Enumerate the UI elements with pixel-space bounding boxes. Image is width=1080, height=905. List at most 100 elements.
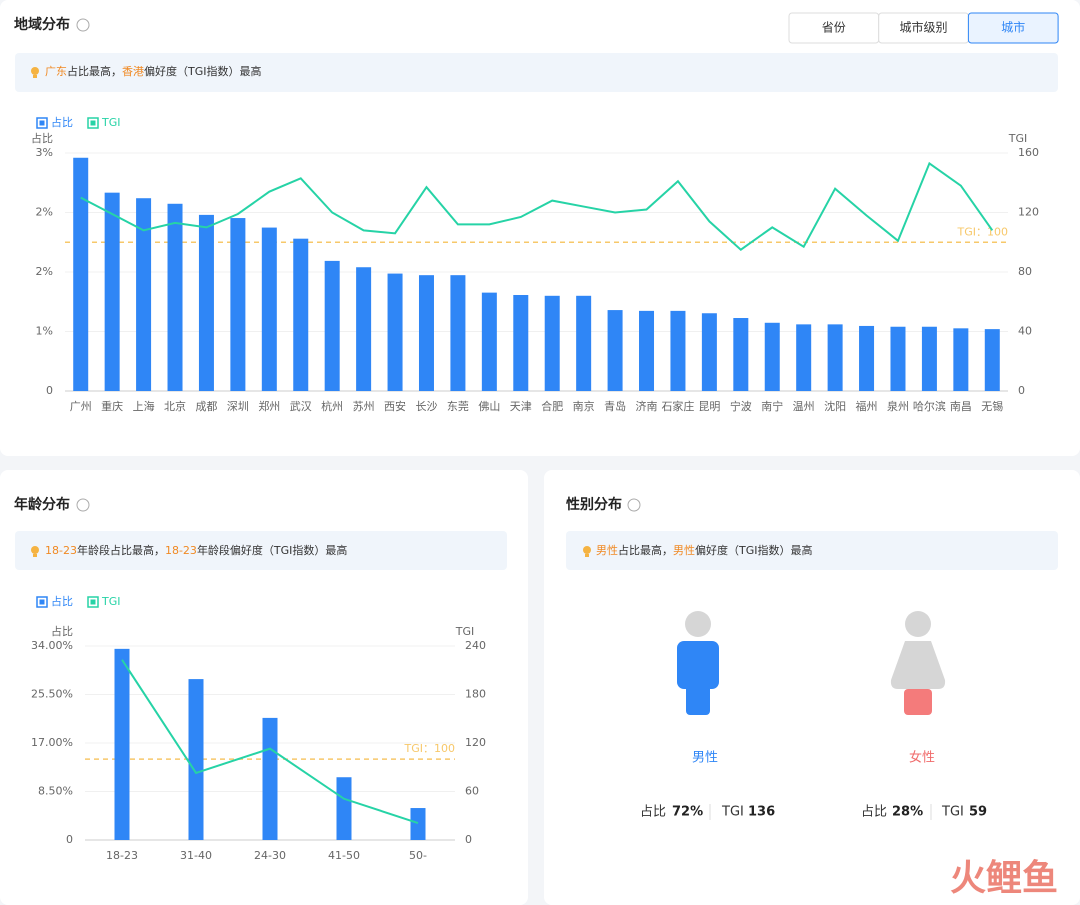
x-tick-label: 上海 <box>133 399 155 413</box>
x-tick-label: 泉州 <box>887 399 909 413</box>
x-tick-label: 南京 <box>573 399 595 413</box>
y-tick-label: 0 <box>66 833 73 846</box>
highlight-part: 占比最高， <box>618 543 673 557</box>
bar <box>796 324 812 391</box>
highlight-box <box>15 53 1058 92</box>
tab-label[interactable]: 省份 <box>822 21 846 35</box>
bar <box>984 329 1000 391</box>
tab[interactable] <box>967 12 1059 44</box>
bar <box>607 310 623 391</box>
x-tick-label: 南昌 <box>950 400 972 413</box>
female-icon <box>890 611 946 715</box>
y2-axis-name: TGI <box>1008 132 1028 145</box>
bar <box>639 310 655 391</box>
bar <box>859 325 875 391</box>
y-tick-label: 0 <box>46 384 53 397</box>
bar <box>890 326 906 391</box>
x-tick-label: 31-40 <box>180 849 212 862</box>
x-tick-label: 杭州 <box>321 399 343 413</box>
legend-label: 占比 <box>51 594 73 608</box>
y-tick-label: 2% <box>36 206 53 219</box>
legend-swatch-fill <box>90 120 96 126</box>
highlight-part: 偏好度（TGI指数）最高 <box>144 64 262 78</box>
bar <box>167 203 183 391</box>
bar <box>73 157 89 391</box>
legend-label: 占比 <box>51 115 73 129</box>
x-tick-label: 哈尔滨 <box>913 399 946 413</box>
highlight-part: 广东 <box>45 65 67 78</box>
x-tick-label: 宁波 <box>730 399 752 413</box>
gender-label: 女性 <box>909 750 935 766</box>
gender-label: 男性 <box>692 751 718 766</box>
reference-label: TGI：100 <box>957 225 1008 238</box>
watermark: 火鲤鱼 <box>950 858 1058 899</box>
y-tick-label: 17.00% <box>31 736 73 749</box>
y-axis-name: 占比 <box>31 131 53 145</box>
legend-label: TGI <box>101 116 121 129</box>
x-tick-label: 福州 <box>856 399 878 413</box>
bar <box>293 238 309 391</box>
bar <box>262 717 278 840</box>
x-tick-label: 温州 <box>793 400 815 413</box>
share-value: 72% <box>672 805 703 820</box>
bar <box>136 198 152 391</box>
x-tick-label: 北京 <box>164 399 186 413</box>
help-icons <box>76 18 641 512</box>
y-tick-label: 2% <box>36 265 53 278</box>
bar <box>356 267 372 391</box>
x-tick-label: 长沙 <box>415 400 437 413</box>
card-title: 性别分布 <box>566 496 622 513</box>
share-value: 28% <box>892 805 923 820</box>
bar <box>410 808 426 840</box>
y2-tick-label: 0 <box>1018 384 1025 397</box>
bar <box>230 218 246 391</box>
x-tick-label: 南宁 <box>761 399 783 413</box>
bar <box>764 322 780 391</box>
x-tick-label: 41-50 <box>328 849 360 862</box>
x-tick-label: 天津 <box>510 400 532 413</box>
bar <box>733 318 749 391</box>
bar <box>324 260 340 391</box>
x-tick-label: 合肥 <box>541 399 563 413</box>
bar <box>450 275 466 391</box>
y2-tick-label: 0 <box>465 833 472 846</box>
card-title: 年龄分布 <box>14 496 70 513</box>
y-tick-label: 1% <box>36 325 53 338</box>
bar <box>114 648 130 840</box>
share-label: 占比 <box>640 805 666 820</box>
y2-tick-label: 180 <box>465 688 486 701</box>
bar <box>481 292 497 391</box>
y-tick-label: 25.50% <box>31 688 73 701</box>
tab-label[interactable]: 城市 <box>1001 20 1025 35</box>
legend-swatch-fill <box>90 599 96 605</box>
line <box>121 659 419 824</box>
x-tick-label: 苏州 <box>353 400 375 413</box>
y2-tick-label: 60 <box>465 785 479 798</box>
legend-label: TGI <box>101 595 121 608</box>
legend-swatch-fill <box>39 120 45 126</box>
highlight-text: 男性占比最高，男性偏好度（TGI指数）最高 <box>596 543 813 557</box>
x-tick-label: 广州 <box>70 400 92 413</box>
x-tick-label: 西安 <box>384 399 406 413</box>
x-tick-label: 武汉 <box>290 400 312 413</box>
x-tick-label: 石家庄 <box>661 399 694 413</box>
bar <box>104 192 120 391</box>
tab-label[interactable]: 城市级别 <box>899 20 947 35</box>
bulb-icons <box>31 67 591 557</box>
x-tick-label: 沈阳 <box>824 399 846 413</box>
y2-tick-label: 80 <box>1018 265 1032 278</box>
x-tick-label: 佛山 <box>478 400 500 413</box>
highlight-part: 男性 <box>673 543 695 557</box>
bar <box>336 777 352 840</box>
card-title: 地域分布 <box>14 16 70 33</box>
y2-tick-label: 40 <box>1018 325 1032 338</box>
highlight-part: 占比最高， <box>67 64 122 78</box>
highlight-text: 广东占比最高，香港偏好度（TGI指数）最高 <box>45 64 262 78</box>
bar <box>544 295 560 391</box>
bar <box>576 295 592 391</box>
male-icon <box>677 611 719 715</box>
y2-tick-label: 120 <box>465 736 486 749</box>
highlight-part: 年龄段占比最高， <box>77 543 165 557</box>
